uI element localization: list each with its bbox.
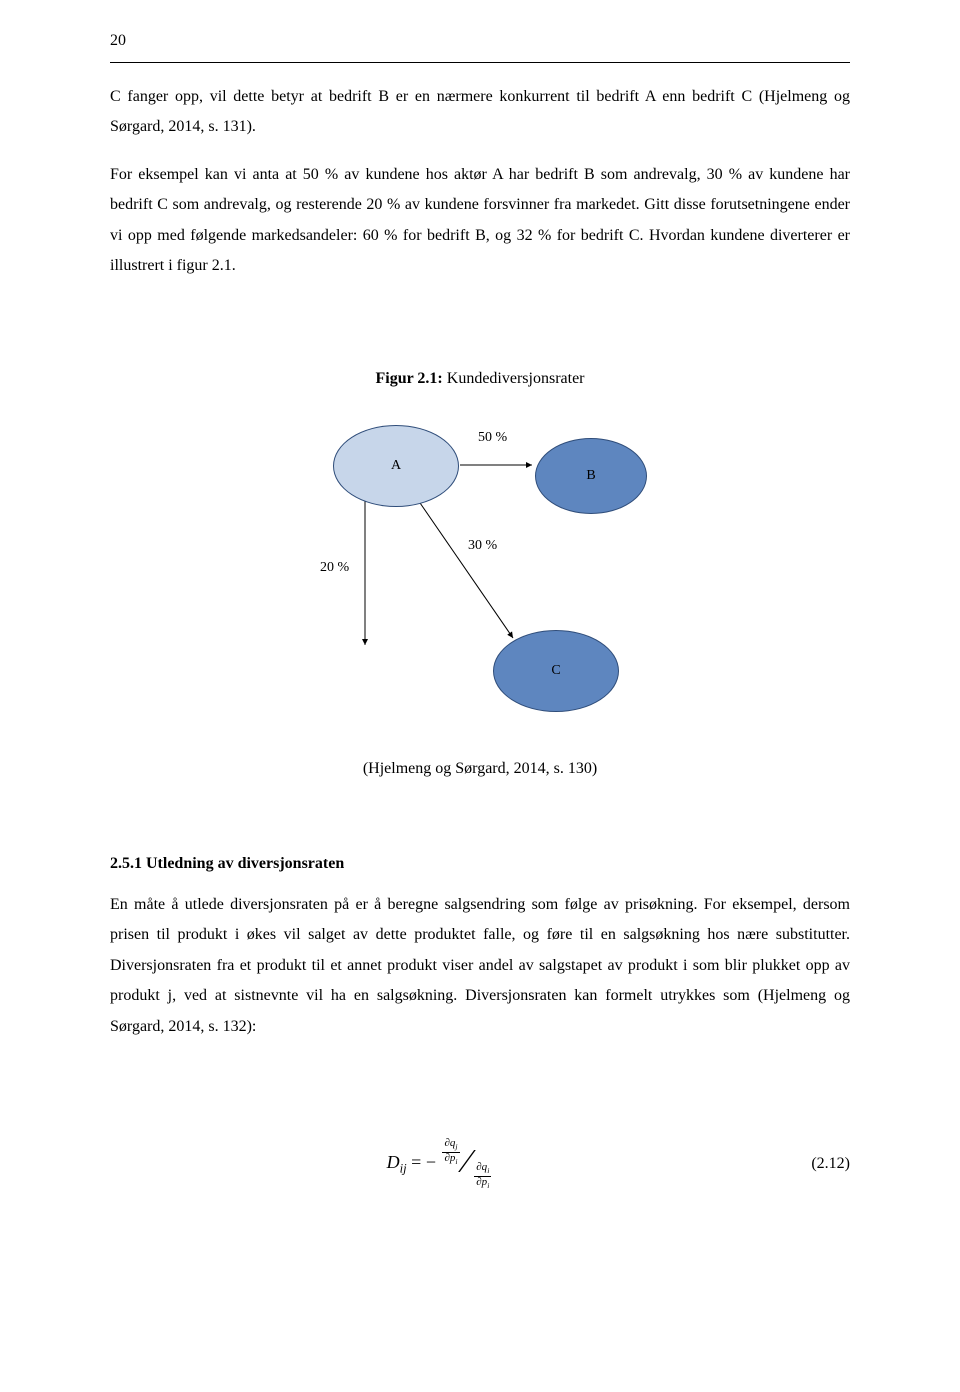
equation-2-12: Dij = − ∂qj∂pi ⁄ ∂qi∂pi (2.12) bbox=[110, 1145, 850, 1183]
diagram-edge-label: 50 % bbox=[478, 430, 507, 446]
header-rule bbox=[110, 62, 850, 63]
diagram-node-b: B bbox=[535, 438, 647, 514]
eq-bot-fraction: ∂qi∂pi bbox=[472, 1162, 493, 1190]
figure-caption-text: Kundediversjonsrater bbox=[443, 370, 585, 387]
diagram-edge bbox=[418, 500, 513, 638]
eq-top-fraction: ∂qj∂pi bbox=[440, 1138, 461, 1166]
diagram-node-a: A bbox=[333, 425, 459, 507]
paragraph-1: C fanger opp, vil dette betyr at bedrift… bbox=[110, 82, 850, 143]
eq-slash: ⁄ bbox=[464, 1143, 470, 1181]
figure-caption: Figur 2.1: Kundediversjonsrater bbox=[0, 370, 960, 388]
diagram-node-c: C bbox=[493, 630, 619, 712]
eq-lhs: Dij bbox=[387, 1152, 407, 1172]
page: 20 C fanger opp, vil dette betyr at bedr… bbox=[0, 0, 960, 1392]
figure-caption-label: Figur 2.1: bbox=[376, 370, 443, 387]
paragraph-3: En måte å utlede diversjonsraten på er å… bbox=[110, 890, 850, 1042]
equation-number: (2.12) bbox=[770, 1155, 850, 1173]
diagram-edge-label: 20 % bbox=[320, 560, 349, 576]
page-number: 20 bbox=[110, 32, 126, 50]
figure-source: (Hjelmeng og Sørgard, 2014, s. 130) bbox=[0, 760, 960, 778]
figure-diagram: AB C 50 % 30 % 20 % bbox=[290, 420, 670, 720]
diagram-edge-label: 30 % bbox=[468, 538, 497, 554]
section-heading: 2.5.1 Utledning av diversjonsraten bbox=[110, 855, 850, 873]
equation-body: Dij = − ∂qj∂pi ⁄ ∂qi∂pi bbox=[110, 1145, 770, 1183]
eq-equals: = − bbox=[411, 1152, 440, 1172]
paragraph-2: For eksempel kan vi anta at 50 % av kund… bbox=[110, 160, 850, 282]
